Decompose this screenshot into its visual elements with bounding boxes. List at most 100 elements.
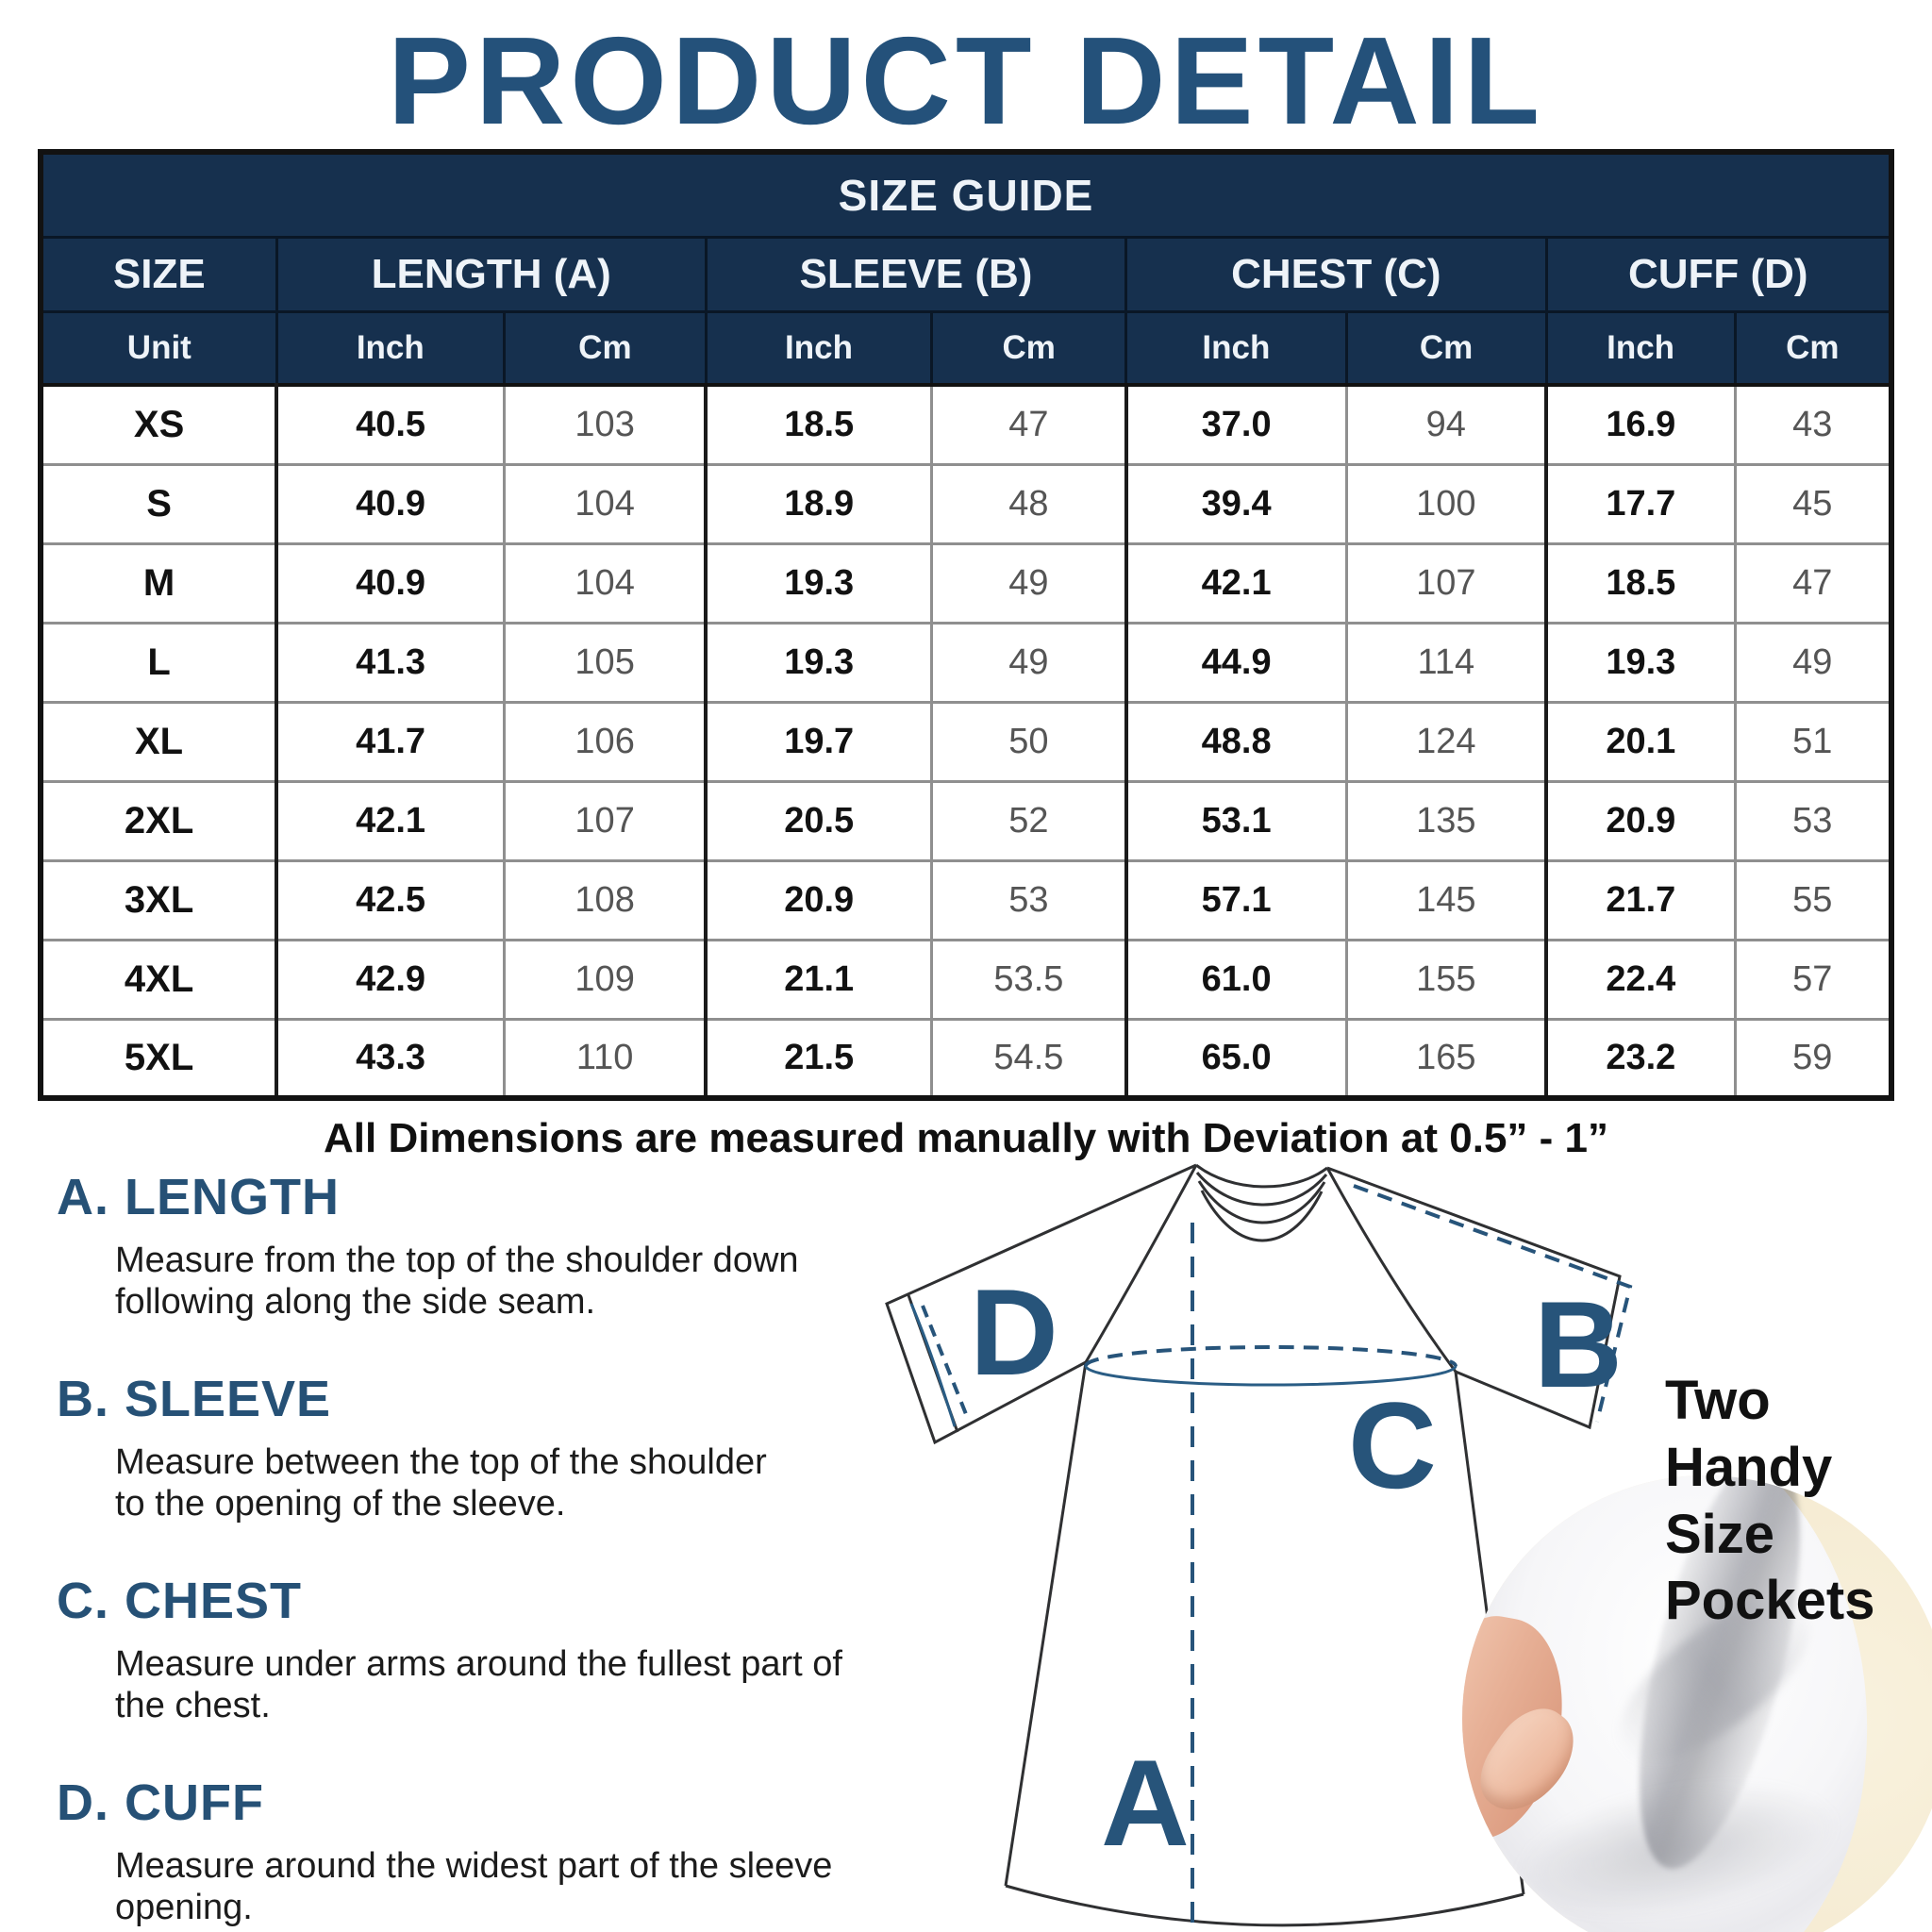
cm-value: 108 <box>502 858 707 940</box>
cm-value: 49 <box>1733 621 1891 702</box>
cm-value: 52 <box>930 779 1126 860</box>
inch-value: 42.5 <box>275 858 505 940</box>
size-label: M <box>41 541 279 623</box>
inch-value: 39.4 <box>1124 462 1347 543</box>
cm-value: 50 <box>930 700 1126 781</box>
cm-value: 106 <box>502 700 707 781</box>
cm-value: 109 <box>502 938 707 1019</box>
cm-value: 105 <box>502 621 707 702</box>
inch-value: 19.3 <box>1544 621 1736 702</box>
inch-value: 21.7 <box>1544 858 1736 940</box>
cm-value: 94 <box>1344 383 1547 464</box>
size-label: 2XL <box>41 779 279 860</box>
left-sleeve-outline <box>885 1163 1197 1445</box>
collar-arc <box>1195 1163 1328 1189</box>
cm-value: 47 <box>930 383 1126 464</box>
inch-value: 20.1 <box>1544 700 1736 781</box>
cm-value: 107 <box>1344 541 1547 623</box>
hem-curve <box>1005 1884 1524 1927</box>
inch-value: 17.7 <box>1544 462 1736 543</box>
size-label: S <box>41 462 279 543</box>
sub-header-cm: Cm <box>1733 310 1893 387</box>
cm-value: 104 <box>502 541 707 623</box>
inch-value: 18.5 <box>704 383 932 464</box>
inch-value: 43.3 <box>275 1017 505 1098</box>
section-chest-heading: C. CHEST <box>57 1573 303 1629</box>
right-sleeve-outline <box>1326 1166 1622 1430</box>
cm-value: 114 <box>1344 621 1547 702</box>
page-title: PRODUCT DETAIL <box>387 11 1545 150</box>
inch-value: 42.9 <box>275 938 505 1019</box>
size-table-body: XS 40.5 103 18.5 47 37.0 94 16.9 43 S 40.9 104 18.9 4… <box>41 383 1891 1098</box>
diagram-label-b: B <box>1534 1275 1623 1413</box>
sub-header-inch: Inch <box>1544 310 1737 387</box>
section-sleeve-body: Measure between the top of the shoulder … <box>115 1442 767 1524</box>
sub-header-cm: Cm <box>1344 310 1548 387</box>
inch-value: 41.7 <box>275 700 505 781</box>
size-guide-table: SIZE GUIDE SIZE LENGTH (A) SLEEVE (B) CH… <box>38 149 1894 1101</box>
cm-value: 43 <box>1733 383 1891 464</box>
section-length: A. LENGTH Measure from the top of the sh… <box>57 1168 981 1324</box>
cm-value: 124 <box>1344 700 1547 781</box>
inch-value: 57.1 <box>1124 858 1347 940</box>
inch-value: 48.8 <box>1124 700 1347 781</box>
diagram-label-d: D <box>970 1263 1058 1401</box>
inch-value: 42.1 <box>275 779 505 860</box>
sub-header-inch: Inch <box>275 310 506 387</box>
cm-value: 100 <box>1344 462 1547 543</box>
sleeve-measure-dash <box>1353 1184 1633 1423</box>
table-row: L 41.3 105 19.3 49 44.9 114 19.3 49 <box>41 621 1891 702</box>
table-row: XL 41.7 106 19.7 50 48.8 124 20.1 51 <box>41 700 1891 781</box>
cm-value: 165 <box>1344 1017 1547 1098</box>
cm-value: 45 <box>1733 462 1891 543</box>
cm-value: 59 <box>1733 1017 1891 1098</box>
inch-value: 19.3 <box>704 621 932 702</box>
cm-value: 51 <box>1733 700 1891 781</box>
inch-value: 22.4 <box>1544 938 1736 1019</box>
right-raglan-seam <box>1325 1167 1457 1373</box>
size-label: XS <box>41 383 279 464</box>
garment-measurement-diagram: D B C A <box>885 1163 1633 1927</box>
pocket-caption: Two Handy Size Pockets <box>1665 1370 1875 1632</box>
table-row: 2XL 42.1 107 20.5 52 53.1 135 20.9 53 <box>41 779 1891 860</box>
inch-value: 19.3 <box>704 541 932 623</box>
cm-value: 107 <box>502 779 707 860</box>
cm-value: 53 <box>1733 779 1891 860</box>
inch-value: 41.3 <box>275 621 505 702</box>
cm-value: 54.5 <box>930 1017 1126 1098</box>
table-row: S 40.9 104 18.9 48 39.4 100 17.7 45 <box>41 462 1891 543</box>
inch-value: 53.1 <box>1124 779 1347 860</box>
sub-header-cm: Cm <box>930 310 1128 387</box>
left-raglan-seam <box>1084 1164 1198 1363</box>
size-label: 3XL <box>41 858 279 940</box>
unit-header: Unit <box>39 310 278 387</box>
col-header-chest: CHEST (C) <box>1124 236 1548 313</box>
table-unit-header-row: Unit Inch Cm Inch Cm Inch Cm Inch Cm <box>39 310 1893 387</box>
inch-value: 19.7 <box>704 700 932 781</box>
section-cuff: D. CUFF Measure around the widest part o… <box>57 1774 981 1929</box>
cm-value: 53 <box>930 858 1126 940</box>
cm-value: 53.5 <box>930 938 1126 1019</box>
table-row: XS 40.5 103 18.5 47 37.0 94 16.9 43 <box>41 383 1891 464</box>
body-left-edge <box>1004 1361 1088 1887</box>
cm-value: 103 <box>502 383 707 464</box>
inch-value: 37.0 <box>1124 383 1347 464</box>
col-header-sleeve: SLEEVE (B) <box>704 236 1128 313</box>
chest-ellipse-bottom <box>1084 1365 1457 1387</box>
collar-arc <box>1195 1172 1328 1207</box>
section-chest-body: Measure under arms around the fullest pa… <box>115 1644 842 1726</box>
size-label: 4XL <box>41 938 279 1019</box>
inch-value: 18.9 <box>704 462 932 543</box>
col-header-size: SIZE <box>39 236 278 313</box>
inch-value: 16.9 <box>1544 383 1736 464</box>
cm-value: 55 <box>1733 858 1891 940</box>
cm-value: 110 <box>502 1017 707 1098</box>
cm-value: 49 <box>930 541 1126 623</box>
inch-value: 20.5 <box>704 779 932 860</box>
cm-value: 48 <box>930 462 1126 543</box>
inch-value: 23.2 <box>1544 1017 1736 1098</box>
inch-value: 20.9 <box>704 858 932 940</box>
inch-value: 65.0 <box>1124 1017 1347 1098</box>
left-cuff-curve <box>909 1303 957 1427</box>
